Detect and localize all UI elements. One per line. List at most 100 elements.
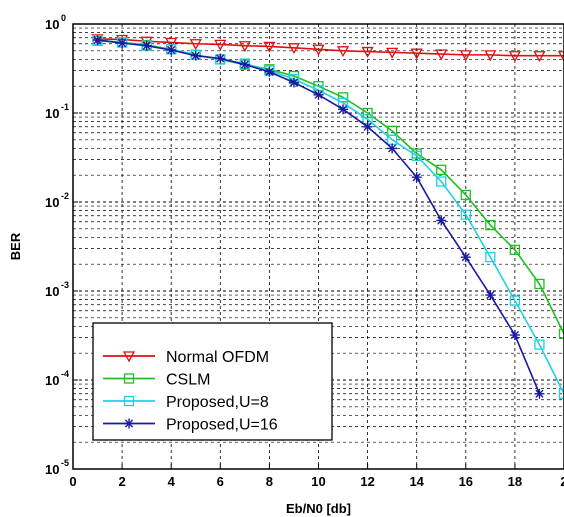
x-tick-label: 2 [560, 474, 564, 489]
data-point [533, 51, 546, 63]
grid [72, 24, 564, 470]
data-point [238, 41, 251, 53]
data-point [312, 44, 325, 56]
data-point [435, 49, 448, 61]
data-point [509, 330, 520, 341]
data-point [460, 252, 471, 263]
star-stroke [93, 35, 102, 45]
data-point [190, 50, 201, 61]
data-point [509, 295, 521, 306]
data-point [189, 39, 202, 51]
data-point [534, 388, 545, 399]
star-stroke [363, 122, 372, 131]
star-stroke [388, 144, 397, 153]
x-tick-label: 6 [217, 474, 224, 489]
data-point [165, 37, 178, 49]
star-stroke [118, 39, 127, 48]
y-tick-base: 10 [45, 284, 59, 299]
data-point [436, 164, 447, 175]
star-stroke [265, 67, 274, 76]
legend-item: CSLM [103, 372, 210, 389]
series-layer [91, 34, 564, 399]
data-point [508, 51, 522, 63]
legend-item: Proposed,U=16 [103, 417, 278, 434]
x-tick-label: 8 [266, 474, 273, 489]
data-point [509, 244, 521, 255]
data-point [313, 89, 324, 100]
data-point [214, 39, 227, 51]
y-tick-label: 10 -4 [45, 369, 69, 388]
y-tick-exponent: -3 [61, 280, 69, 290]
data-point [557, 51, 564, 63]
series-clip-group [91, 34, 564, 399]
data-point [558, 388, 564, 399]
x-axis-label: Eb/N0 [db] [286, 501, 351, 516]
y-tick-label: 10 -5 [45, 458, 69, 477]
y-tick-label: 10 -1 [45, 102, 69, 121]
star-stroke [142, 41, 151, 50]
y-tick-base: 10 [45, 373, 59, 388]
data-point [411, 172, 422, 183]
data-point [410, 48, 423, 60]
data-point [558, 328, 564, 340]
star-stroke [486, 290, 495, 300]
legend-item: Proposed,U=8 [103, 394, 269, 411]
data-point [386, 47, 399, 59]
legend-label: Normal OFDM [166, 349, 269, 366]
legend-label: CSLM [166, 372, 210, 389]
y-tick-base: 10 [45, 17, 59, 32]
star-stroke [124, 419, 134, 428]
legend-label: Proposed,U=8 [166, 394, 269, 411]
star-stroke [314, 90, 323, 99]
data-point [361, 46, 374, 58]
y-tick-base: 10 [45, 195, 59, 210]
y-tick-label: 10 -3 [45, 280, 69, 299]
series-proposed-u-16 [92, 35, 545, 399]
series-line [97, 38, 564, 57]
x-tick-label: 14 [409, 474, 424, 489]
y-tick-exponent: -5 [61, 458, 69, 468]
data-point [485, 290, 496, 301]
x-tick-label: 18 [508, 474, 522, 489]
star-stroke [461, 253, 470, 262]
x-tick-label: 16 [459, 474, 473, 489]
star-stroke [191, 51, 200, 60]
data-point [338, 104, 349, 115]
data-point [362, 121, 373, 132]
data-point [117, 38, 128, 49]
x-tick-label: 4 [168, 474, 176, 489]
legend-marker [123, 395, 135, 407]
legend-marker [124, 418, 134, 429]
data-point [263, 41, 276, 53]
y-tick-base: 10 [45, 462, 59, 477]
legend-item: Normal OFDM [103, 349, 269, 366]
star-stroke [240, 60, 249, 69]
legend: Normal OFDM CSLM Proposed,U=8 Proposed,U=16 [92, 322, 333, 441]
data-point [239, 59, 250, 70]
data-point [362, 107, 373, 119]
y-tick-exponent: -2 [61, 191, 69, 201]
axis-ticks: 024681012141618210010-110-210-310-410-5 [45, 13, 564, 489]
legend-label: Proposed,U=16 [166, 417, 278, 434]
data-point [485, 219, 496, 231]
data-point [534, 339, 545, 350]
star-stroke [510, 330, 519, 340]
legend-marker [123, 373, 135, 384]
data-point [387, 143, 398, 154]
star-stroke [535, 389, 544, 398]
data-point [336, 46, 350, 58]
data-point [460, 189, 471, 201]
data-point [92, 35, 103, 46]
data-point [166, 45, 177, 56]
data-point [264, 66, 275, 77]
star-stroke [167, 45, 176, 55]
data-point [411, 150, 422, 162]
legend-marker [122, 351, 136, 363]
star-stroke [338, 105, 348, 114]
data-point [215, 53, 226, 64]
data-point [141, 40, 152, 51]
y-tick-exponent: -4 [61, 369, 69, 379]
y-tick-exponent: -1 [61, 102, 69, 112]
data-point [337, 92, 349, 103]
